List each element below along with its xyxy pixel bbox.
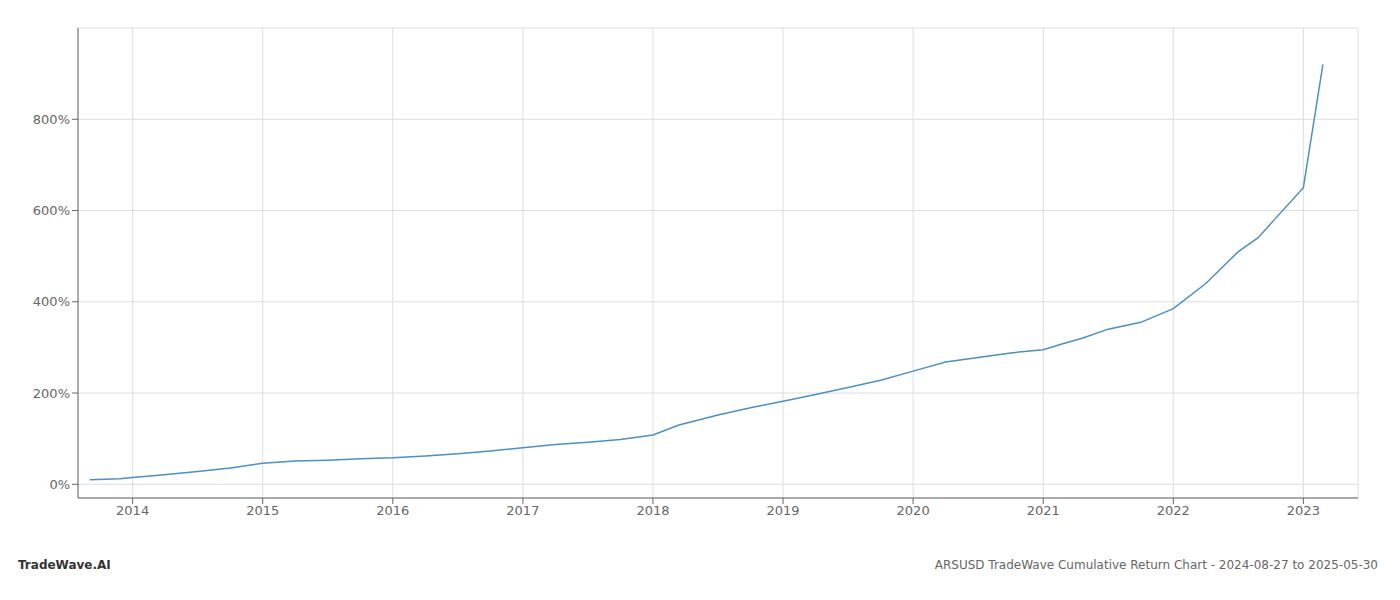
svg-text:200%: 200% [33, 386, 70, 401]
svg-text:2020: 2020 [897, 503, 930, 518]
html-text:TradeWave.AI: TradeWave.AI [18, 558, 111, 572]
svg-text:2014: 2014 [116, 503, 149, 518]
svg-text:600%: 600% [33, 203, 70, 218]
svg-text:400%: 400% [33, 294, 70, 309]
html-text:ARSUSD TradeWave Cumulative Re: ARSUSD TradeWave Cumulative Return Chart… [934, 558, 1378, 572]
svg-text:2015: 2015 [246, 503, 279, 518]
svg-text:2017: 2017 [506, 503, 539, 518]
svg-text:2016: 2016 [376, 503, 409, 518]
svg-text:2023: 2023 [1287, 503, 1320, 518]
svg-text:2022: 2022 [1157, 503, 1190, 518]
svg-text:2021: 2021 [1027, 503, 1060, 518]
svg-text:0%: 0% [49, 477, 70, 492]
svg-text:800%: 800% [33, 112, 70, 127]
svg-text:2018: 2018 [636, 503, 669, 518]
svg-text:2019: 2019 [766, 503, 799, 518]
